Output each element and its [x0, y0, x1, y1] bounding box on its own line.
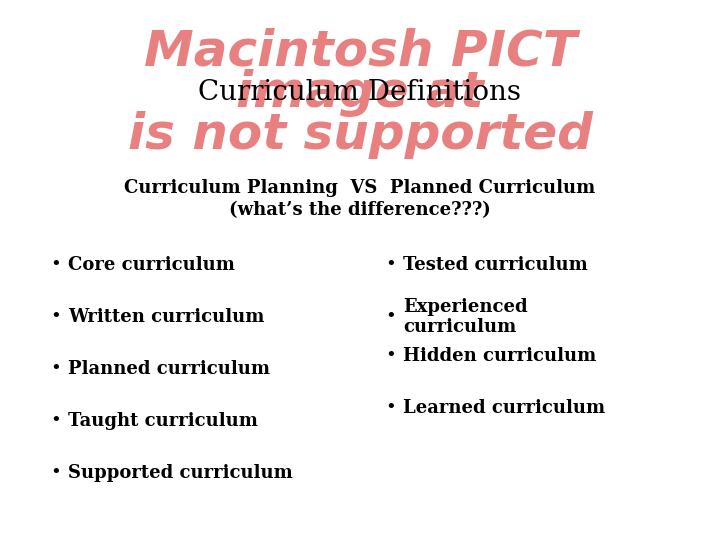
Text: Experienced
curriculum: Experienced curriculum — [403, 298, 528, 336]
Text: is not supported: is not supported — [127, 111, 593, 159]
Text: (what’s the difference???): (what’s the difference???) — [229, 201, 491, 219]
Text: Macintosh PICT: Macintosh PICT — [143, 28, 577, 76]
Text: •: • — [50, 256, 60, 274]
Text: •: • — [385, 347, 396, 365]
Text: Taught curriculum: Taught curriculum — [68, 412, 258, 430]
Text: Hidden curriculum: Hidden curriculum — [403, 347, 596, 365]
Text: Curriculum Definitions: Curriculum Definitions — [199, 79, 521, 106]
Text: •: • — [385, 308, 396, 326]
Text: •: • — [385, 399, 396, 417]
Text: Planned curriculum: Planned curriculum — [68, 360, 270, 378]
Text: •: • — [50, 464, 60, 482]
Text: Core curriculum: Core curriculum — [68, 256, 235, 274]
Text: Supported curriculum: Supported curriculum — [68, 464, 293, 482]
Text: Curriculum Planning  VS  Planned Curriculum: Curriculum Planning VS Planned Curriculu… — [125, 179, 595, 197]
Text: Learned curriculum: Learned curriculum — [403, 399, 605, 417]
Text: image at: image at — [236, 69, 484, 117]
Text: •: • — [50, 360, 60, 378]
Text: •: • — [385, 256, 396, 274]
Text: Written curriculum: Written curriculum — [68, 308, 264, 326]
Text: •: • — [50, 412, 60, 430]
Text: •: • — [50, 308, 60, 326]
Text: Tested curriculum: Tested curriculum — [403, 256, 588, 274]
